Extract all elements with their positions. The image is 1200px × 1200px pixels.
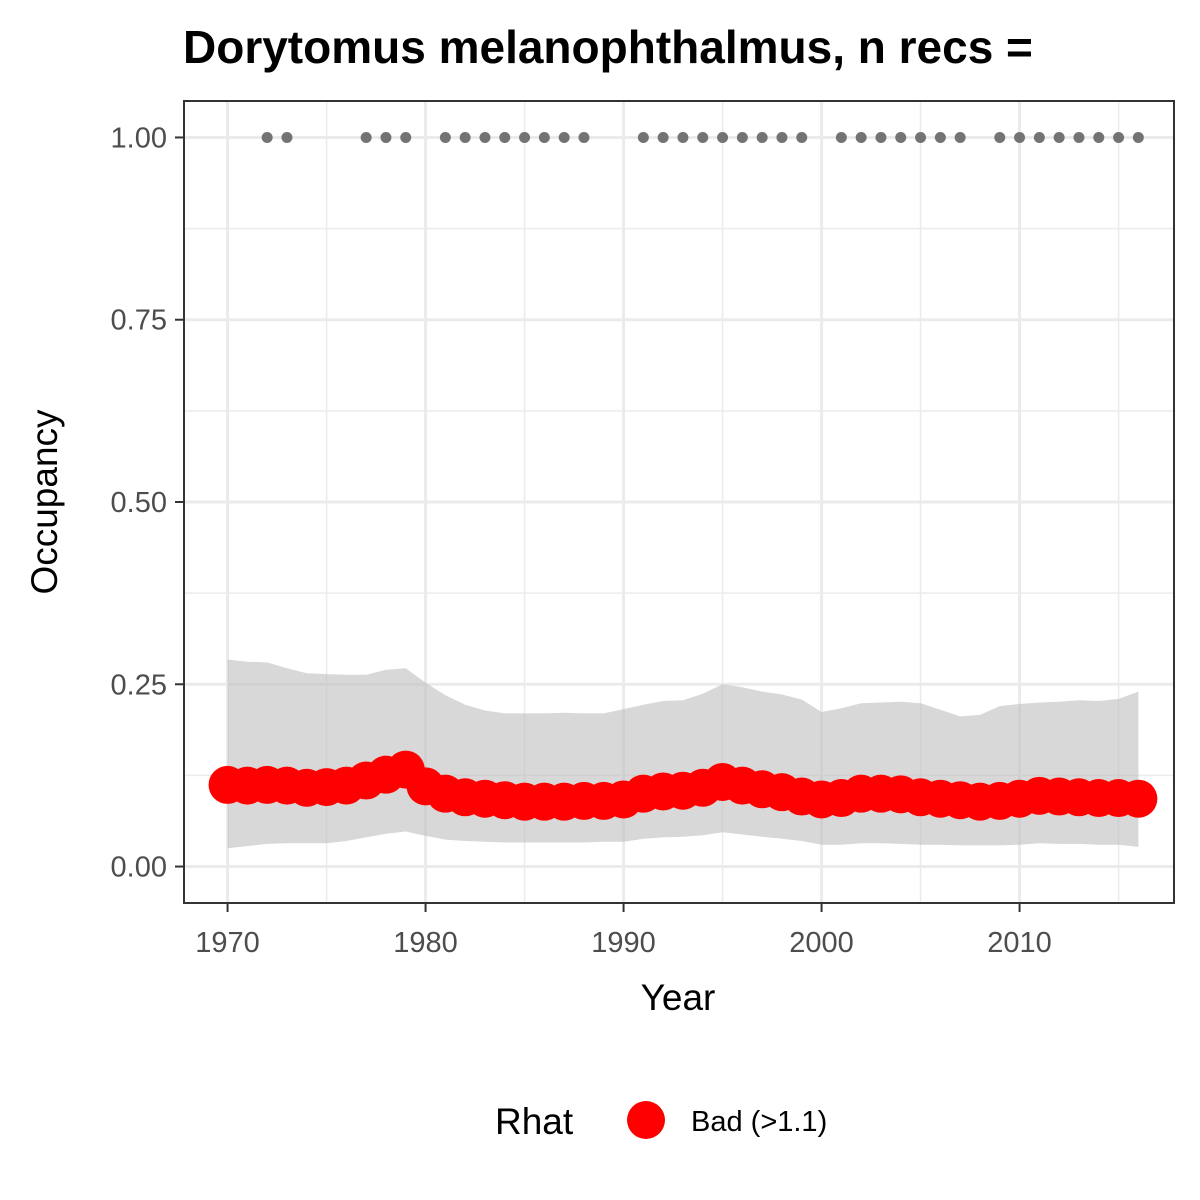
y-tick-label: 0.25 xyxy=(111,669,167,701)
x-tick-label: 1990 xyxy=(591,927,656,959)
record-point xyxy=(261,131,273,143)
occupancy-points-layer xyxy=(208,750,1158,821)
record-point xyxy=(400,131,412,143)
axes: 0.00 0.25 0.50 0.75 1.00 1970 1980 1990 2000 2010 xyxy=(111,122,1052,959)
record-point xyxy=(519,131,531,143)
y-tick-label: 0.00 xyxy=(111,852,167,884)
chart-title: Dorytomus melanophthalmus, n recs = xyxy=(183,21,1033,73)
record-point xyxy=(380,131,392,143)
record-point xyxy=(717,131,729,143)
record-point xyxy=(439,131,451,143)
record-point xyxy=(776,131,788,143)
record-point xyxy=(1093,131,1105,143)
y-tick-label: 0.75 xyxy=(111,305,167,337)
x-tick-label: 2010 xyxy=(987,927,1052,959)
occupancy-point xyxy=(1119,779,1158,818)
record-point xyxy=(281,131,293,143)
x-axis-title: Year xyxy=(641,977,716,1018)
record-point xyxy=(538,131,550,143)
x-tick-label: 1980 xyxy=(393,927,458,959)
record-point xyxy=(499,131,511,143)
record-point xyxy=(459,131,471,143)
record-point xyxy=(1033,131,1045,143)
record-point xyxy=(855,131,867,143)
record-point xyxy=(915,131,927,143)
legend-key-bad xyxy=(627,1101,665,1139)
record-point xyxy=(895,131,907,143)
legend-title: Rhat xyxy=(495,1101,574,1142)
record-point xyxy=(934,131,946,143)
y-tick-label: 0.50 xyxy=(111,487,167,519)
record-point xyxy=(558,131,570,143)
y-axis-title: Occupancy xyxy=(24,409,65,595)
record-point xyxy=(1113,131,1125,143)
record-point xyxy=(578,131,590,143)
record-point xyxy=(954,131,966,143)
record-point xyxy=(677,131,689,143)
record-point xyxy=(875,131,887,143)
y-tick-label: 1.00 xyxy=(111,122,167,154)
record-point xyxy=(637,131,649,143)
record-point xyxy=(994,131,1006,143)
legend: Rhat Bad (>1.1) xyxy=(495,1101,827,1142)
record-point xyxy=(657,131,669,143)
record-point xyxy=(479,131,491,143)
records-layer xyxy=(261,131,1144,143)
record-point xyxy=(736,131,748,143)
record-point xyxy=(796,131,808,143)
legend-label-bad: Bad (>1.1) xyxy=(691,1106,827,1138)
record-point xyxy=(1014,131,1026,143)
x-tick-label: 2000 xyxy=(789,927,854,959)
record-point xyxy=(835,131,847,143)
record-point xyxy=(697,131,709,143)
record-point xyxy=(756,131,768,143)
record-point xyxy=(360,131,372,143)
x-tick-label: 1970 xyxy=(195,927,260,959)
record-point xyxy=(1132,131,1144,143)
record-point xyxy=(1053,131,1065,143)
record-point xyxy=(1073,131,1085,143)
